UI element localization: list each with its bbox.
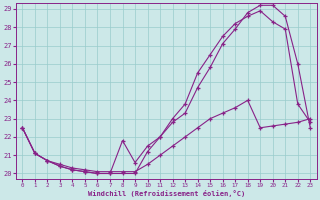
X-axis label: Windchill (Refroidissement éolien,°C): Windchill (Refroidissement éolien,°C) [88, 190, 245, 197]
